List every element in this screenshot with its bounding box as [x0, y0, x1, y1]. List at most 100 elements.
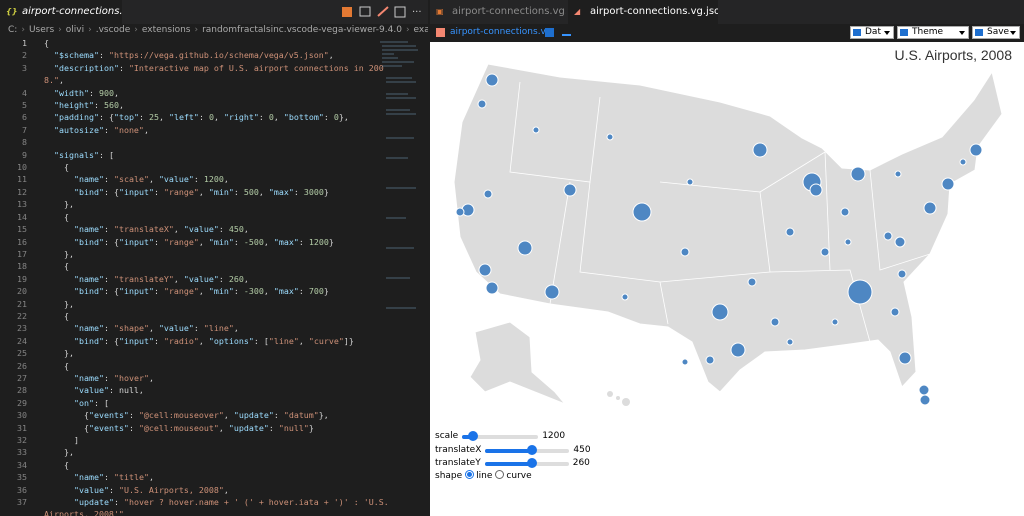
line-text: "$schema": "https://vega.github.io/schem… — [54, 50, 334, 61]
slider[interactable] — [485, 444, 570, 457]
data-select[interactable]: Dat — [850, 26, 894, 39]
translatex-control: translateX 450 — [435, 444, 591, 457]
us-map — [453, 63, 1003, 393]
line-number: 3 — [22, 62, 27, 73]
code-line: 13 }, — [0, 198, 392, 210]
breadcrumb-item[interactable]: .vscode — [95, 25, 131, 35]
line-number: 35 — [17, 472, 27, 483]
line-text: ] — [44, 435, 79, 445]
line-number: 26 — [17, 360, 27, 371]
code-line: 31 {"events": "@cell:mouseout", "update"… — [0, 422, 392, 434]
icon[interactable] — [342, 7, 352, 17]
control-label: scale — [435, 431, 459, 441]
line-text: "name": "shape", "value": "line", — [73, 323, 239, 334]
line-number: 16 — [17, 236, 27, 247]
line-number: 34 — [17, 459, 27, 470]
preview-pane: ▣airport-connections.vg.json ◢airport-co… — [430, 0, 1024, 516]
icon[interactable] — [562, 34, 571, 36]
radio[interactable] — [495, 470, 505, 479]
translatey-control: translateY 260 — [435, 457, 590, 470]
preview-tab[interactable]: ▣airport-connections.vg.json — [430, 0, 566, 24]
breadcrumb-item[interactable]: examples — [413, 25, 428, 35]
code-line: 34 { — [0, 459, 392, 471]
line-number: 22 — [17, 310, 27, 321]
breadcrumb-item[interactable]: olivi — [65, 25, 85, 35]
line-number: 20 — [17, 286, 27, 297]
line-text: }, — [44, 348, 74, 359]
minimap — [380, 41, 418, 309]
icon[interactable] — [377, 6, 389, 17]
save-select[interactable]: Save — [972, 26, 1020, 39]
slider[interactable] — [462, 430, 539, 443]
line-text: { — [44, 211, 69, 222]
control-value: 1200 — [542, 431, 566, 441]
map: U.S. Airports, 2008 — [453, 47, 1012, 406]
icon[interactable] — [394, 6, 406, 18]
icon[interactable] — [359, 6, 371, 17]
code: 1{2 "$schema": "https://vega.github.io/s… — [0, 37, 392, 516]
code-line: 3 "description": "Interactive map of U.S… — [0, 62, 392, 87]
line-text: "update": "hover ? hover.name + ' (' + h… — [44, 497, 394, 516]
code-line: 11 "name": "scale", "value": 1200, — [0, 173, 392, 185]
line-number: 7 — [22, 124, 27, 135]
line-number: 30 — [17, 410, 27, 421]
line-number: 21 — [17, 298, 27, 309]
line-number: 17 — [17, 248, 27, 259]
icon[interactable]: ··· — [412, 7, 422, 18]
file-link[interactable]: airport-connections.vg — [450, 27, 552, 37]
code-line: 22 { — [0, 310, 392, 322]
line-text: "height": 560, — [54, 100, 124, 111]
breadcrumb-item[interactable]: C: — [8, 25, 18, 35]
radio[interactable] — [465, 470, 475, 479]
line-text: { — [44, 310, 69, 321]
line-text: "signals": [ — [54, 149, 114, 160]
select-label: Theme — [912, 27, 944, 37]
line-text: "value": "U.S. Airports, 2008", — [73, 484, 229, 495]
tab-label: airport-connections.vg.json — [22, 6, 122, 17]
airports — [455, 73, 983, 406]
line-text: "description": "Interactive map of U.S. … — [44, 62, 384, 86]
icon[interactable] — [545, 28, 554, 37]
code-line: 28 "value": null, — [0, 384, 392, 396]
line-text: { — [44, 459, 69, 470]
line-number: 18 — [17, 261, 27, 272]
code-line: 27 "name": "hover", — [0, 372, 392, 384]
code-line: 14 { — [0, 211, 392, 223]
line-text: { — [44, 162, 69, 173]
code-line: 8 — [0, 136, 392, 148]
separator: › — [88, 25, 92, 35]
code-line: 4 "width": 900, — [0, 87, 392, 99]
editor-tabs: {}airport-connections.vg.json ··· — [0, 0, 428, 24]
code-line: 25 }, — [0, 347, 392, 359]
breadcrumb-item[interactable]: Users — [28, 25, 55, 35]
code-line: 35 "name": "title", — [0, 471, 392, 483]
code-line: 19 "name": "translateY", "value": 260, — [0, 273, 392, 285]
editor-tab[interactable]: {}airport-connections.vg.json — [0, 0, 122, 24]
preview-toolbar: airport-connections.vg — [430, 24, 1024, 42]
line-number: 2 — [22, 50, 27, 61]
code-line: 10 { — [0, 161, 392, 173]
separator: › — [58, 25, 62, 35]
control-label: translateY — [435, 458, 481, 468]
line-text: "bind": {"input": "range", "min": 500, "… — [73, 186, 329, 197]
code-line: 16 "bind": {"input": "range", "min": -50… — [0, 236, 392, 248]
line-number: 19 — [17, 273, 27, 284]
line-number: 33 — [17, 447, 27, 458]
breadcrumb-item[interactable]: extensions — [141, 25, 191, 35]
hawaii — [607, 391, 630, 406]
breadcrumb-item[interactable]: randomfractalsinc.vscode-vega-viewer-9.4… — [202, 25, 402, 35]
code-line: 18 { — [0, 260, 392, 272]
line-text: "autosize": "none", — [54, 124, 149, 135]
theme-select[interactable]: Theme — [897, 26, 969, 39]
line-number: 10 — [17, 162, 27, 173]
line-number: 32 — [17, 435, 27, 445]
shape-control: shape line curve — [435, 470, 532, 483]
line-text: }, — [44, 298, 74, 309]
preview-tab[interactable]: ◢ airport-connections.vg.json — [568, 0, 718, 24]
line-number: 8 — [22, 137, 27, 148]
line-number: 13 — [17, 199, 27, 210]
select-label: Dat — [865, 27, 881, 37]
code-line: 37 "update": "hover ? hover.name + ' (' … — [0, 496, 392, 516]
line-number: 23 — [17, 323, 27, 334]
slider[interactable] — [484, 457, 569, 470]
